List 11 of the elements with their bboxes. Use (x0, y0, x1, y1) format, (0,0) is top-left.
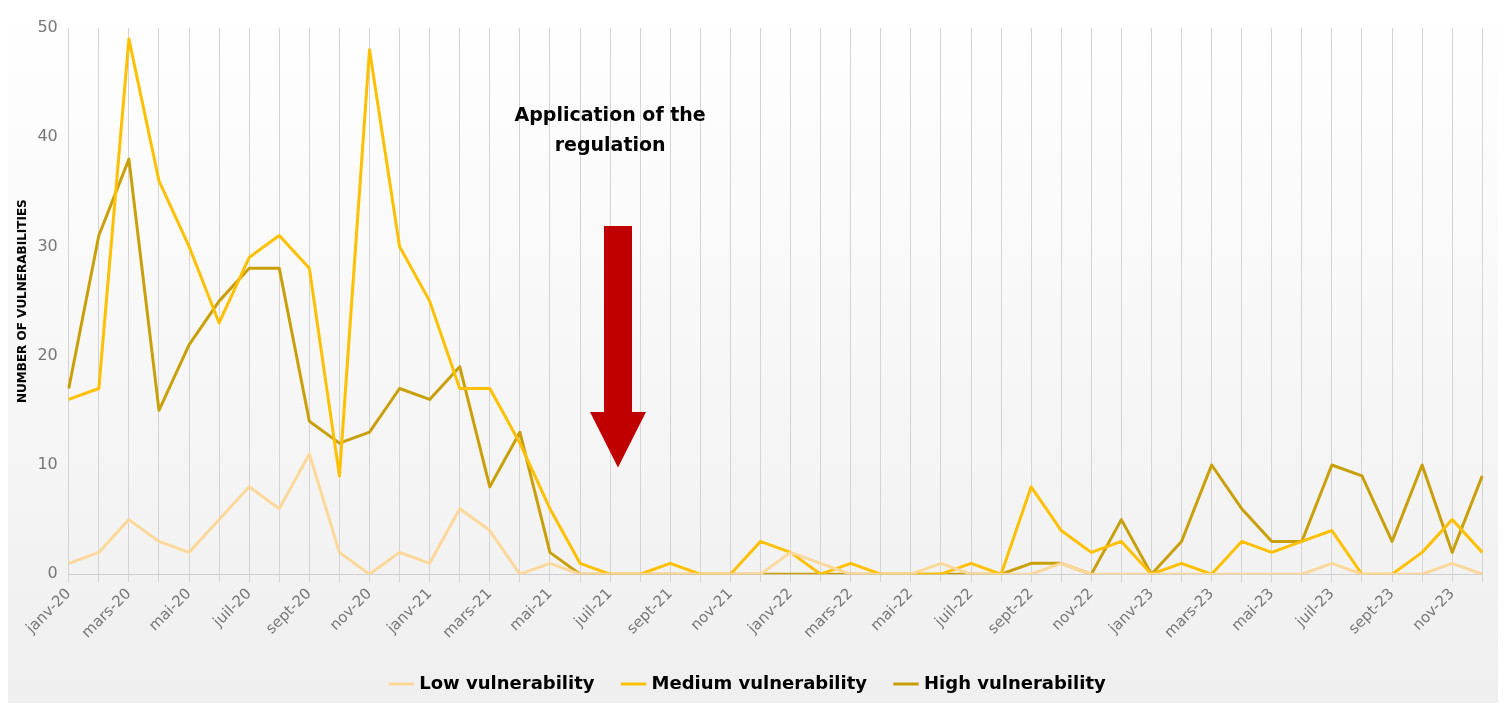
annotation: Application of the regulation (514, 102, 706, 155)
y-tick-label: 0 (47, 563, 58, 583)
legend-label: Medium vulnerability (651, 671, 868, 693)
legend-label: High vulnerability (924, 671, 1106, 693)
y-tick-label: 20 (37, 344, 58, 364)
y-axis-title: NUMBER OF VULNERABILITIES (15, 199, 30, 403)
y-tick-label: 50 (37, 17, 58, 37)
y-tick-label: 40 (37, 126, 58, 146)
y-tick-label: 10 (37, 454, 58, 474)
y-tick-label: 30 (37, 235, 58, 255)
legend-label: Low vulnerability (419, 671, 595, 693)
